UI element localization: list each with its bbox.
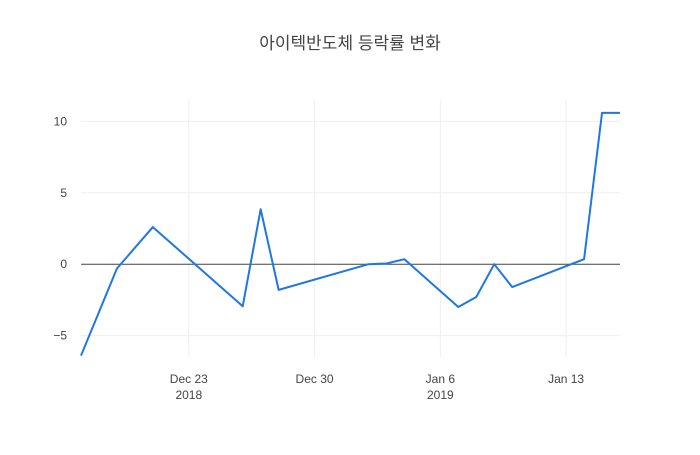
x-tick-year: 2018 (175, 388, 202, 402)
x-tick-label: Jan 13 (548, 372, 584, 386)
x-tick-label: Jan 6 (426, 372, 456, 386)
x-tick-year: 2019 (427, 388, 454, 402)
x-tick-label: Dec 23 (170, 372, 208, 386)
y-tick-label: −5 (53, 329, 67, 343)
y-tick-label: 5 (60, 186, 67, 200)
grid (81, 100, 620, 357)
plot (80, 111, 620, 356)
x-tick-label: Dec 30 (296, 372, 334, 386)
y-tick-label: 10 (54, 114, 68, 128)
chart-title: 아이텍반도체 등락률 변화 (259, 34, 441, 53)
line-series (80, 111, 620, 356)
y-tick-label: 0 (60, 257, 67, 271)
